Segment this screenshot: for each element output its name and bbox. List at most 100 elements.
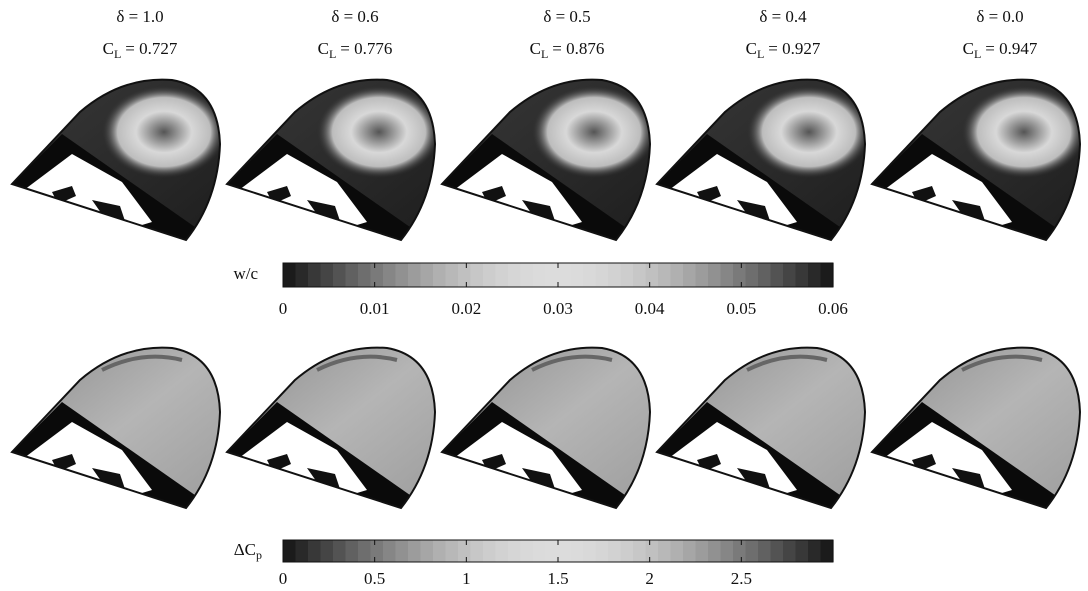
colorbar-step	[308, 540, 321, 562]
colorbar-step	[808, 540, 821, 562]
colorbar-tick-label: 0.02	[451, 299, 481, 318]
colorbar-step	[721, 540, 734, 562]
colorbar-step	[308, 263, 321, 287]
colorbar-step	[683, 263, 696, 287]
contour-panel	[862, 340, 1088, 520]
lift-value: = 0.927	[768, 39, 821, 58]
colorbar-step	[671, 263, 684, 287]
colorbar-step	[658, 263, 671, 287]
colorbar-step	[433, 540, 446, 562]
colorbar-step	[608, 540, 621, 562]
colorbar-step	[396, 263, 409, 287]
colorbar-step	[496, 263, 509, 287]
colorbar-step	[296, 263, 309, 287]
colorbar-step	[733, 540, 746, 562]
colorbar-step	[771, 540, 784, 562]
lift-label: CL = 0.776	[318, 39, 393, 61]
colorbar-step	[621, 263, 634, 287]
lift-value: = 0.947	[985, 39, 1038, 58]
colorbar-step	[346, 540, 359, 562]
delta-label: δ = 0.6	[331, 7, 378, 26]
colorbar-step	[433, 263, 446, 287]
colorbar-step	[571, 540, 584, 562]
figure: δ = 1.0CL= 0.727δ = 0.6CL= 0.776δ = 0.5C…	[0, 0, 1088, 591]
lift-subscript: L	[114, 47, 121, 61]
colorbar-label-subscript: p	[256, 548, 262, 562]
panels	[2, 72, 1088, 520]
colorbar-tick-label: 2	[645, 569, 654, 588]
colorbar-step	[633, 540, 646, 562]
colorbar-step	[808, 263, 821, 287]
colorbar-tick-label: 0	[279, 569, 288, 588]
colorbar-step	[383, 263, 396, 287]
lift-symbol: C	[318, 39, 329, 58]
contour-panel	[2, 72, 232, 252]
contour-panel	[432, 340, 662, 520]
colorbar-tick-label: 0	[279, 299, 288, 318]
colorbar-tick-label: 0.04	[635, 299, 665, 318]
contour-panel	[2, 340, 232, 520]
colorbar-step	[471, 540, 484, 562]
colorbar-step	[658, 540, 671, 562]
colorbar-step	[358, 540, 371, 562]
colorbar-step	[408, 263, 421, 287]
lift-value: = 0.876	[552, 39, 604, 58]
colorbar-step	[521, 263, 534, 287]
delta-label: δ = 0.0	[976, 7, 1023, 26]
colorbar-step	[596, 540, 609, 562]
colorbar-step	[333, 263, 346, 287]
colorbar-step	[746, 263, 759, 287]
lift-label: CL = 0.876	[530, 39, 605, 61]
colorbar-step	[371, 540, 384, 562]
colorbar-step	[546, 263, 559, 287]
colorbar-step	[558, 540, 571, 562]
lift-symbol: C	[746, 39, 757, 58]
lift-value: = 0.727	[125, 39, 178, 58]
lift-subscript: L	[541, 47, 548, 61]
lift-label: CL = 0.927	[746, 39, 821, 61]
colorbar-step	[796, 540, 809, 562]
colorbar-label-text: w/c	[233, 264, 258, 283]
colorbar-step	[421, 540, 434, 562]
lift-value: = 0.776	[340, 39, 392, 58]
lift-subscript: L	[329, 47, 336, 61]
colorbar-step	[283, 540, 296, 562]
colorbar-step	[533, 263, 546, 287]
contour-panel	[217, 72, 447, 252]
colorbar-step	[346, 263, 359, 287]
colorbar-step	[558, 263, 571, 287]
contour-panel	[432, 72, 662, 252]
colorbar-step	[496, 540, 509, 562]
colorbar-step	[396, 540, 409, 562]
colorbar-step	[696, 540, 709, 562]
colorbar-tick-label: 0.01	[360, 299, 390, 318]
colorbar-step	[321, 540, 334, 562]
colorbar-step	[646, 540, 659, 562]
colorbar-step	[446, 540, 459, 562]
colorbar-step	[333, 540, 346, 562]
colorbar-step	[733, 263, 746, 287]
colorbar-step	[508, 540, 521, 562]
colorbar-step	[758, 540, 771, 562]
lift-subscript: L	[757, 47, 764, 61]
colorbar-step	[783, 263, 796, 287]
colorbar-step	[483, 540, 496, 562]
colorbar-step	[671, 540, 684, 562]
colorbar-label: w/c	[233, 264, 258, 283]
lift-symbol: C	[530, 39, 541, 58]
colorbar-step	[571, 263, 584, 287]
delta-label: δ = 0.4	[759, 7, 807, 26]
colorbar-step	[508, 263, 521, 287]
colorbar-step	[283, 263, 296, 287]
colorbar-step	[721, 263, 734, 287]
colorbar-step	[408, 540, 421, 562]
colorbar-step	[583, 263, 596, 287]
colorbar-step	[696, 263, 709, 287]
lift-symbol: C	[103, 39, 114, 58]
colorbar-tick-label: 2.5	[731, 569, 752, 588]
colorbar-step	[633, 263, 646, 287]
colorbar-step	[708, 263, 721, 287]
colorbar-tick-label: 0.5	[364, 569, 385, 588]
colorbar-step	[708, 540, 721, 562]
lift-label: CL= 0.947	[963, 39, 1038, 61]
